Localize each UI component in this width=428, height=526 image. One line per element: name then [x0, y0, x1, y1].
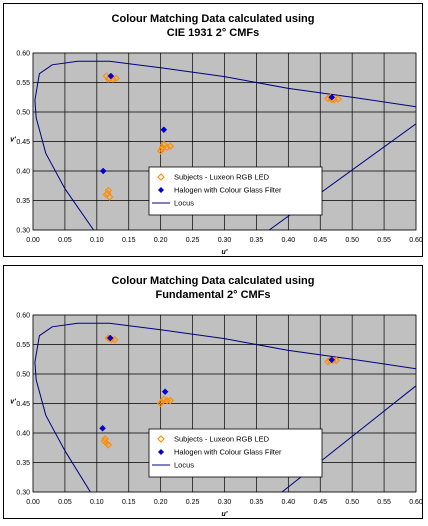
halogen-point	[328, 356, 336, 364]
chart-title: Colour Matching Data calculated using	[112, 275, 315, 287]
legend-label: Locus	[174, 199, 194, 208]
y-tick-label: 0.55	[16, 80, 30, 87]
locus-line	[34, 322, 416, 492]
legend-marker-halogen	[158, 449, 164, 455]
y-tick-label: 0.60	[16, 313, 30, 320]
legend-label: Subjects - Luxeon RGB LED	[174, 435, 270, 444]
legend-label: Halogen with Colour Glass Filter	[174, 186, 282, 195]
x-tick-label: 0.30	[218, 499, 232, 506]
x-tick-label: 0.40	[282, 237, 296, 244]
halogen-point	[160, 126, 168, 134]
x-tick-label: 0.10	[90, 237, 104, 244]
legend-label: Subjects - Luxeon RGB LED	[174, 173, 270, 182]
chart-subtitle: Fundamental 2° CMFs	[155, 289, 270, 301]
chart-subtitle: CIE 1931 2° CMFs	[167, 27, 259, 39]
halogen-point	[107, 72, 115, 80]
x-tick-label: 0.05	[58, 499, 72, 506]
x-tick-label: 0.45	[313, 237, 327, 244]
locus-line	[34, 60, 416, 230]
y-tick-label: 0.40	[16, 431, 30, 438]
x-tick-label: 0.55	[377, 237, 391, 244]
x-tick-label: 0.20	[154, 237, 168, 244]
legend: Subjects - Luxeon RGB LED Halogen with Co…	[148, 166, 323, 216]
y-tick-label: 0.50	[16, 372, 30, 379]
x-tick-label: 0.60	[409, 499, 422, 506]
x-tick-label: 0.45	[313, 499, 327, 506]
subject-point	[163, 143, 171, 152]
y-axis-label: v'	[10, 137, 16, 144]
subject-point	[158, 397, 166, 406]
subject-point	[112, 74, 120, 83]
x-tick-label: 0.15	[122, 237, 136, 244]
chart-title: Colour Matching Data calculated using	[112, 13, 315, 25]
subject-point	[103, 189, 112, 198]
legend-box	[148, 428, 323, 478]
legend: Subjects - Luxeon RGB LED Halogen with Co…	[148, 428, 323, 478]
x-tick-label: 0.50	[345, 237, 359, 244]
x-tick-label: 0.05	[58, 237, 72, 244]
x-tick-label: 0.20	[154, 499, 168, 506]
halogen-point	[106, 334, 114, 342]
subject-point	[163, 396, 171, 405]
subject-point	[166, 142, 175, 150]
x-tick-label: 0.40	[282, 499, 296, 506]
subject-point	[166, 396, 175, 405]
x-axis-label: u'	[222, 249, 228, 256]
halogen-point	[99, 424, 106, 432]
y-tick-label: 0.35	[16, 198, 30, 205]
x-tick-label: 0.00	[26, 499, 40, 506]
x-tick-label: 0.00	[26, 237, 40, 244]
chart-cie1931: Colour Matching Data calculated using CIE…	[10, 13, 422, 256]
x-tick-label: 0.55	[377, 499, 391, 506]
chart-fundamental: Colour Matching Data calculated using Fun…	[10, 275, 422, 518]
x-tick-label: 0.50	[345, 499, 359, 506]
subject-point	[101, 435, 109, 443]
subject-point	[156, 399, 165, 408]
x-tick-label: 0.35	[250, 499, 264, 506]
y-tick-label: 0.45	[16, 139, 30, 146]
subject-point	[102, 72, 111, 80]
legend-marker-halogen	[158, 187, 164, 193]
subject-point	[158, 145, 166, 153]
chart-panel-cie1931: Colour Matching Data calculated using CIE…	[3, 3, 423, 257]
y-tick-label: 0.50	[16, 110, 30, 117]
y-tick-label: 0.30	[16, 490, 30, 497]
subject-point	[104, 186, 113, 195]
legend-marker-subjects	[157, 173, 165, 181]
y-tick-label: 0.40	[16, 169, 30, 176]
halogen-point	[99, 167, 107, 175]
y-tick-label: 0.55	[16, 342, 30, 349]
legend-box	[148, 166, 323, 216]
chart-panel-fundamental: Colour Matching Data calculated using Fun…	[3, 265, 423, 519]
y-tick-label: 0.35	[16, 460, 30, 467]
legend-marker-subjects	[157, 435, 165, 443]
x-axis-label: u'	[222, 511, 228, 518]
x-tick-label: 0.60	[409, 237, 422, 244]
x-tick-label: 0.35	[250, 237, 264, 244]
plot-content	[34, 60, 416, 230]
y-axis-label: v'	[10, 399, 16, 406]
x-tick-label: 0.25	[186, 499, 200, 506]
y-tick-label: 0.45	[16, 401, 30, 408]
x-tick-label: 0.25	[186, 237, 200, 244]
legend-label: Locus	[174, 461, 194, 470]
x-tick-label: 0.30	[218, 237, 232, 244]
halogen-point	[328, 93, 336, 101]
subject-point	[327, 95, 336, 104]
halogen-point	[161, 388, 169, 396]
x-tick-label: 0.15	[122, 499, 136, 506]
x-tick-label: 0.10	[90, 499, 104, 506]
legend-label: Halogen with Colour Glass Filter	[174, 448, 282, 457]
y-tick-label: 0.60	[16, 51, 30, 58]
subject-point	[104, 441, 113, 449]
y-tick-label: 0.30	[16, 228, 30, 235]
subject-point	[334, 95, 342, 103]
